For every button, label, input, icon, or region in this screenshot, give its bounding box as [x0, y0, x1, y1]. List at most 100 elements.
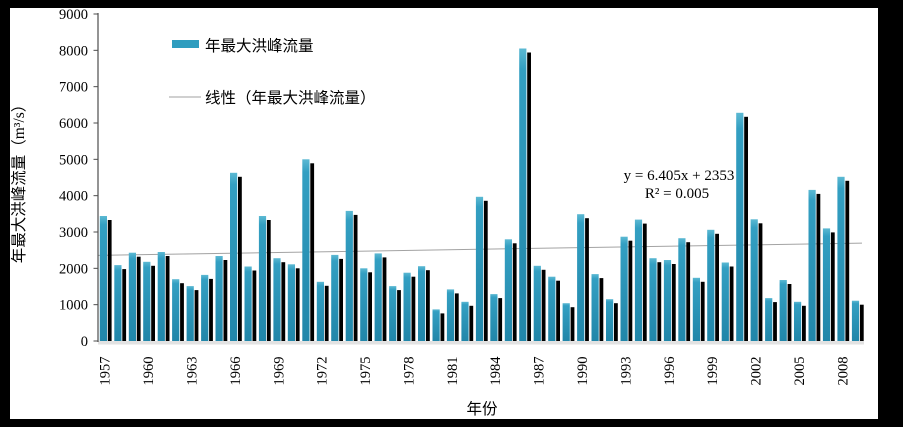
bar-2008 — [837, 176, 845, 341]
x-tick-label-2005: 2005 — [792, 357, 808, 386]
bar-shadow-2002 — [758, 223, 763, 341]
bar-1966 — [230, 172, 238, 341]
bar-1962 — [172, 279, 180, 341]
bar-2003 — [765, 298, 773, 341]
bar-shadow-1985 — [512, 243, 517, 341]
bar-shadow-2008 — [845, 180, 850, 341]
bar-1972 — [316, 281, 324, 341]
bar-2007 — [822, 228, 831, 341]
x-tick-label-1975: 1975 — [358, 357, 374, 386]
x-tick-label-1960: 1960 — [141, 357, 157, 386]
y-tick-label-5000: 5000 — [59, 152, 88, 168]
bar-shadow-1962 — [180, 283, 184, 341]
x-tick-label-2008: 2008 — [835, 357, 851, 386]
bar-shadow-1991 — [599, 278, 604, 341]
y-tick-label-1000: 1000 — [59, 298, 88, 314]
legend-trend-label: 线性（年最大洪峰流量） — [205, 89, 376, 107]
bar-shadow-2009 — [859, 304, 864, 341]
bar-1988 — [548, 276, 556, 341]
y-tick-label-0: 0 — [81, 334, 88, 350]
bar-shadow-1957 — [107, 220, 112, 341]
r-squared-text: R² = 0.005 — [645, 186, 709, 202]
bar-shadow-1966 — [238, 176, 242, 341]
bar-shadow-1987 — [541, 269, 546, 341]
bar-1957 — [99, 216, 107, 341]
bar-1968 — [258, 216, 267, 341]
bar-2000 — [721, 262, 729, 341]
bar-1975 — [360, 268, 368, 341]
bar-shadow-1984 — [498, 298, 503, 341]
x-tick-label-1987: 1987 — [532, 357, 548, 386]
equation-text: y = 6.405x + 2353 — [624, 168, 735, 184]
bar-shadow-1968 — [266, 220, 271, 341]
bar-1969 — [273, 258, 281, 341]
x-tick-label-1957: 1957 — [98, 357, 114, 386]
bar-1979 — [418, 266, 426, 341]
bar-1995 — [649, 258, 657, 341]
regression-annotation: y = 6.405x + 2353 R² = 0.005 — [624, 168, 735, 202]
bar-1987 — [533, 265, 541, 341]
bar-1997 — [678, 238, 686, 341]
bar-shadow-1982 — [469, 305, 474, 341]
x-tick-label-1969: 1969 — [271, 357, 287, 386]
y-tick-label-7000: 7000 — [59, 80, 88, 96]
bar-1990 — [577, 214, 585, 341]
bar-1974 — [345, 210, 353, 341]
legend-bar-swatch — [172, 40, 199, 48]
bar-1971 — [302, 159, 310, 341]
bar-shadow-2003 — [773, 302, 777, 341]
bar-shadow-1961 — [165, 256, 170, 341]
bar-shadow-1972 — [324, 285, 329, 341]
bar-shadow-1990 — [585, 218, 589, 341]
bar-1967 — [244, 266, 252, 341]
x-axis-ticks: 1957 1960 1963 1966 1969 1972 1975 1978 1981 1984… — [98, 356, 852, 386]
bar-shadow-1981 — [454, 293, 459, 341]
bar-shadow-1995 — [657, 262, 662, 341]
bar-1993 — [620, 236, 628, 341]
bar-shadow-2006 — [816, 193, 821, 341]
bar-1996 — [663, 260, 672, 341]
bar-shadow-1967 — [252, 270, 257, 341]
bar-shadow-1974 — [353, 214, 358, 341]
x-tick-label-1978: 1978 — [401, 357, 417, 386]
bar-shadow-1978 — [411, 276, 416, 341]
bar-1989 — [562, 303, 570, 341]
y-tick-label-4000: 4000 — [59, 189, 88, 205]
bar-shadow-1970 — [295, 268, 300, 341]
bar-shadow-1977 — [397, 290, 401, 341]
bar-shadow-1999 — [715, 233, 719, 341]
bar-1976 — [374, 253, 382, 341]
bar-shadow-2004 — [787, 284, 792, 341]
bar-1998 — [692, 277, 700, 341]
y-axis-ticks: 0 1000 2000 3000 4000 5000 6000 7000 8000 9000 — [59, 7, 98, 350]
bar-shadow-2007 — [830, 232, 835, 341]
x-tick-label-1963: 1963 — [185, 357, 201, 386]
bar-shadow-1996 — [671, 264, 676, 341]
bar-1980 — [432, 309, 440, 341]
bar-2009 — [851, 300, 860, 341]
bar-2005 — [794, 301, 802, 341]
legend: 年最大洪峰流量 线性（年最大洪峰流量） — [169, 37, 376, 107]
x-tick-label-1996: 1996 — [662, 357, 678, 386]
bar-1982 — [461, 301, 469, 341]
x-tick-label-1999: 1999 — [705, 357, 721, 386]
x-tick-label-1984: 1984 — [488, 356, 504, 386]
bar-shadow-2001 — [744, 116, 748, 341]
legend-series-label: 年最大洪峰流量 — [205, 37, 314, 55]
x-tick-label-1972: 1972 — [315, 357, 331, 386]
bar-1991 — [591, 274, 599, 341]
bar-series — [99, 48, 864, 341]
bar-shadow-2000 — [729, 266, 734, 341]
bar-1986 — [519, 48, 527, 341]
bar-1961 — [157, 252, 165, 341]
bar-1970 — [287, 264, 295, 341]
bar-1964 — [201, 274, 209, 341]
bar-shadow-1975 — [368, 272, 372, 341]
bar-shadow-1976 — [382, 257, 387, 341]
bar-1999 — [707, 229, 715, 341]
bar-1973 — [331, 254, 339, 341]
bar-shadow-1998 — [700, 281, 705, 341]
x-tick-label-1993: 1993 — [618, 357, 634, 386]
bar-1984 — [490, 294, 498, 341]
